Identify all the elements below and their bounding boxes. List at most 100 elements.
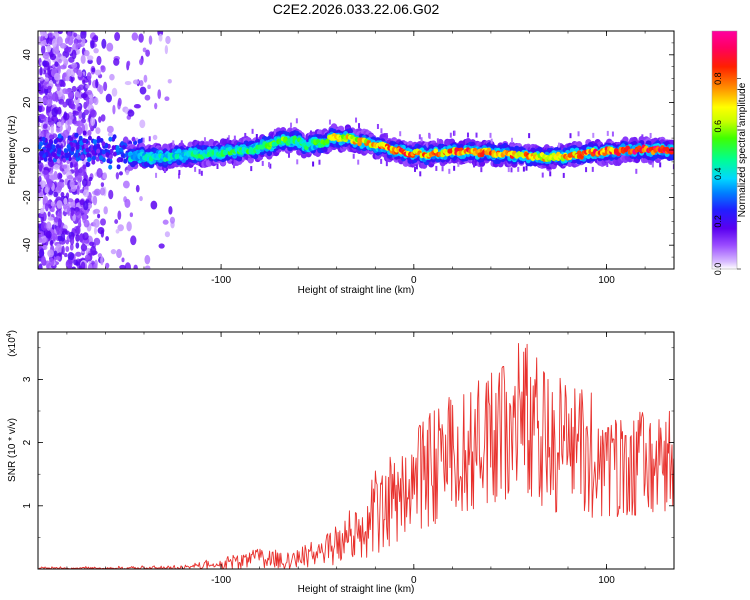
spectral-cell [77,106,82,112]
spectral-cell [80,31,87,40]
spectral-cell [106,125,114,134]
spectral-cell [62,101,68,108]
spectral-cell [63,148,68,154]
spectral-cell [57,181,65,189]
colorbar-label: Normalized spectral amplitude [737,82,748,217]
spectral-cell [82,164,87,170]
spectral-cell [489,132,492,138]
spectral-cell [55,255,61,261]
spectral-cell [115,229,120,234]
spectral-cell [122,144,127,150]
spectral-cell [91,155,96,161]
spectral-cell [61,164,68,169]
spectral-cell [39,66,43,76]
spectral-cell [81,178,88,187]
y-tick-label: 2 [22,439,33,445]
spectral-cell [87,129,92,136]
spectral-cell [45,202,49,212]
spectral-cell [541,172,544,178]
spectral-cell [85,147,90,153]
spectral-cell [124,262,131,269]
spectral-cell [70,146,75,152]
spectral-cell [96,168,103,178]
spectral-cell [672,164,674,170]
spectral-cell [585,167,588,173]
spectral-cell [42,97,47,105]
spectral-cell [49,134,54,140]
spectral-cell [69,179,75,189]
spectral-cell [111,87,118,97]
spectral-cell [143,74,148,83]
spectral-cell [49,257,55,267]
snr-x-label: Height of straight line (km) [298,584,415,595]
snr-plot-area [38,332,674,569]
spectral-cell [591,166,594,172]
spectral-cell [112,134,117,140]
snr-panel: -100 0 100 123 Height of straight line (km… [6,330,675,595]
spectral-cell [75,144,80,150]
spectral-cell [138,33,144,43]
spectral-cell [441,166,444,172]
spectral-cell [39,180,47,188]
spectral-cell [428,133,431,139]
spectral-cell [57,172,63,180]
spectral-cell [129,212,134,218]
spectral-cell [57,235,63,242]
spectral-cell [64,46,72,53]
spectral-cell [71,49,77,60]
spectral-cell [158,33,163,42]
spectral-cell [124,198,131,209]
spectral-cell [80,154,85,160]
spectral-cell [38,156,41,162]
spectral-cell [449,132,452,138]
spectral-cell [247,156,254,164]
spectral-cell [93,218,100,228]
spectral-cell [216,163,219,169]
spectral-cell [577,131,580,137]
spectral-cell [47,216,54,221]
colorbar-tick-label: 0.2 [713,215,723,228]
spectral-cell [380,158,383,164]
spectral-cell [641,134,644,140]
spectral-cell [453,130,456,136]
spectral-cell [56,225,63,236]
spectral-cell [435,165,438,171]
spectral-cell [75,43,82,49]
spectral-cell [90,116,96,126]
spectral-cell [47,157,52,163]
spectral-cell [38,230,45,238]
spectral-cell [40,222,48,231]
spectral-cell [114,219,119,225]
spectral-cell [90,40,95,49]
spectral-cell [108,189,114,200]
spectral-cell [66,69,72,77]
spectral-cell [92,139,97,145]
spectral-cell [380,128,383,134]
colorbar-ticks: 0.00.20.40.60.8 [713,72,741,275]
spectral-cell [558,142,561,148]
spectral-cell [91,149,96,155]
spectral-cell [54,61,59,67]
spectral-cell [73,67,79,73]
spectral-cell [152,134,158,140]
spectral-cell [41,136,46,142]
spectral-cell [385,133,388,139]
x-tick-label: -100 [211,275,231,286]
spectral-cell [100,114,106,122]
spectral-cell [525,165,528,171]
spectral-cell [180,140,183,146]
spectral-cell [45,260,50,269]
spectral-cell [93,47,99,54]
spectral-cell [178,173,181,179]
spectral-cell [38,144,42,150]
spectral-cell [162,219,169,225]
spectral-cell [114,32,121,42]
y-tick-label: 3 [22,376,33,382]
spectral-cell [83,200,89,211]
spectral-cell [97,226,105,235]
spectral-cell [178,169,181,175]
spectral-cell [101,149,106,155]
spectral-cell [69,161,73,169]
spectral-cell [89,241,95,247]
spectral-cell [67,252,75,261]
